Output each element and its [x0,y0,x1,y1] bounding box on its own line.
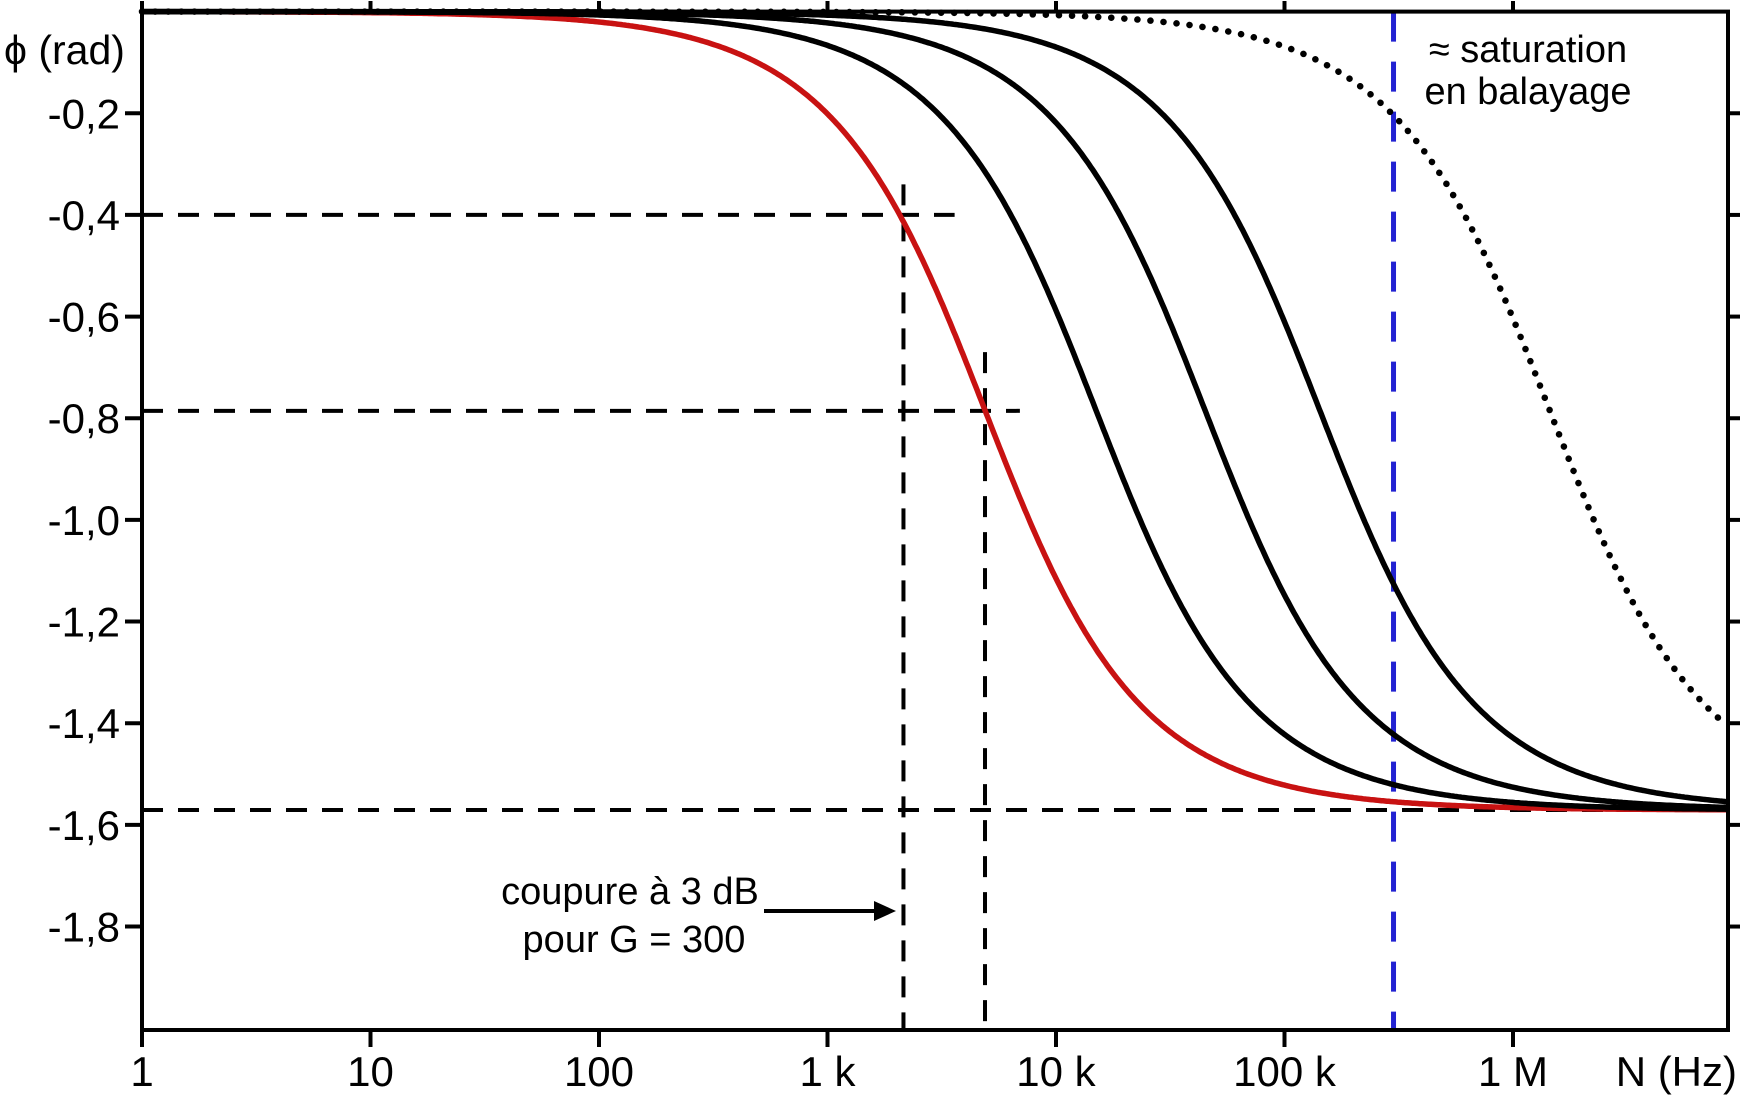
saturation-note-line1: ≈ saturation [1429,29,1627,71]
x-tick-label-10 k: 10 k [1016,1048,1096,1095]
x-tick-label-10: 10 [347,1048,394,1095]
y-tick-label--1,8: -1,8 [48,904,120,951]
x-tick-label-1: 1 [130,1048,153,1095]
cutoff-arrow-head [874,901,896,921]
y-tick-label--1,4: -1,4 [48,700,120,747]
y-tick-label--0,6: -0,6 [48,294,120,341]
x-tick-label-1 M: 1 M [1478,1048,1548,1095]
guide-lines-group [142,11,1728,1030]
x-tick-label-1 k: 1 k [799,1048,856,1095]
x-tick-label-100 k: 100 k [1233,1048,1337,1095]
plot-border [140,9,1730,1033]
cutoff-arrow [764,901,896,921]
y-tick-label--1,2: -1,2 [48,599,120,646]
y-tick-label--0,2: -0,2 [48,90,120,137]
y-tick-label--0,8: -0,8 [48,395,120,442]
saturation-note-line2: en balayage [1424,71,1631,113]
axes-group [125,1,1740,1047]
y-tick-label--0,4: -0,4 [48,192,120,239]
tick-labels-group: 1 10 100 1 k 10 k 100 k 1 M -0,2 -0,4 -0,6 -0,8 -1,… [48,90,1548,1095]
y-tick-label--1,0: -1,0 [48,497,120,544]
y-tick-label--1,6: -1,6 [48,802,120,849]
cutoff-note-line1: coupure à 3 dB [501,871,759,913]
y-axis-label: ϕ (rad) [4,27,125,73]
x-tick-label-100: 100 [564,1048,634,1095]
curve-black-curve-3 [142,8,1728,805]
x-axis-label: N (Hz) [1616,1048,1737,1095]
curve-dotted-curve [138,8,1731,729]
cutoff-note-line2: pour G = 300 [523,919,746,961]
